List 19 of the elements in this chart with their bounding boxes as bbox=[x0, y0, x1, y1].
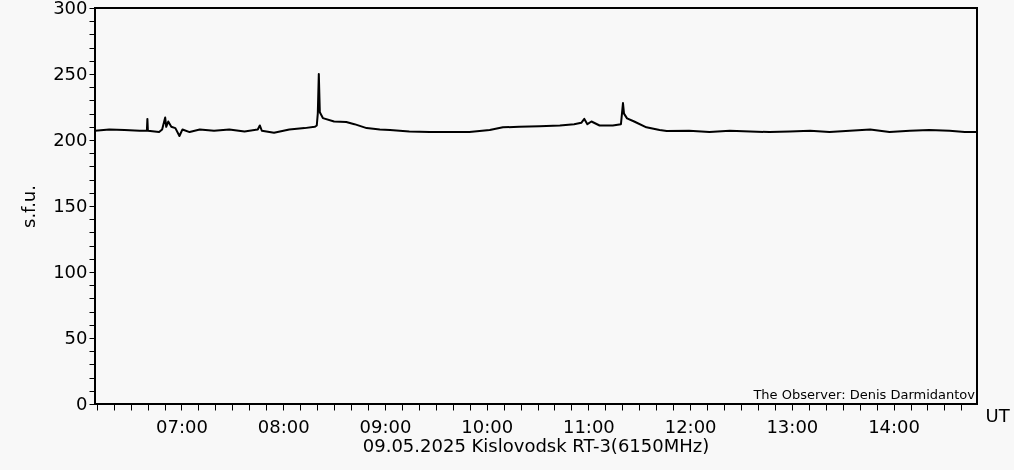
y-axis-title: s.f.u. bbox=[18, 185, 40, 228]
x-axis-title: UT bbox=[985, 404, 1011, 426]
y-tick-label: 250 bbox=[53, 62, 88, 84]
y-tick-label: 0 bbox=[76, 392, 88, 414]
y-tick-label: 200 bbox=[53, 128, 88, 150]
x-tick-label: 10:00 bbox=[461, 415, 514, 437]
x-tick-label: 14:00 bbox=[868, 415, 921, 437]
x-tick-label: 07:00 bbox=[156, 415, 208, 437]
annotation: The Observer: Denis Darmidantov bbox=[752, 387, 976, 402]
x-tick-label: 08:00 bbox=[257, 415, 310, 437]
y-tick-label: 150 bbox=[53, 194, 88, 216]
x-tick-label: 09:00 bbox=[359, 415, 412, 437]
y-tick-label: 50 bbox=[64, 326, 88, 348]
y-tick-label: 100 bbox=[53, 260, 88, 282]
y-tick-label: 300 bbox=[53, 0, 88, 18]
x-tick-label: 13:00 bbox=[766, 415, 819, 437]
text: 09.05.2025 Kislovodsk RT-3(6150MHz) bbox=[362, 435, 710, 456]
x-tick-label: 12:00 bbox=[664, 415, 717, 437]
x-tick-label: 11:00 bbox=[562, 415, 615, 437]
